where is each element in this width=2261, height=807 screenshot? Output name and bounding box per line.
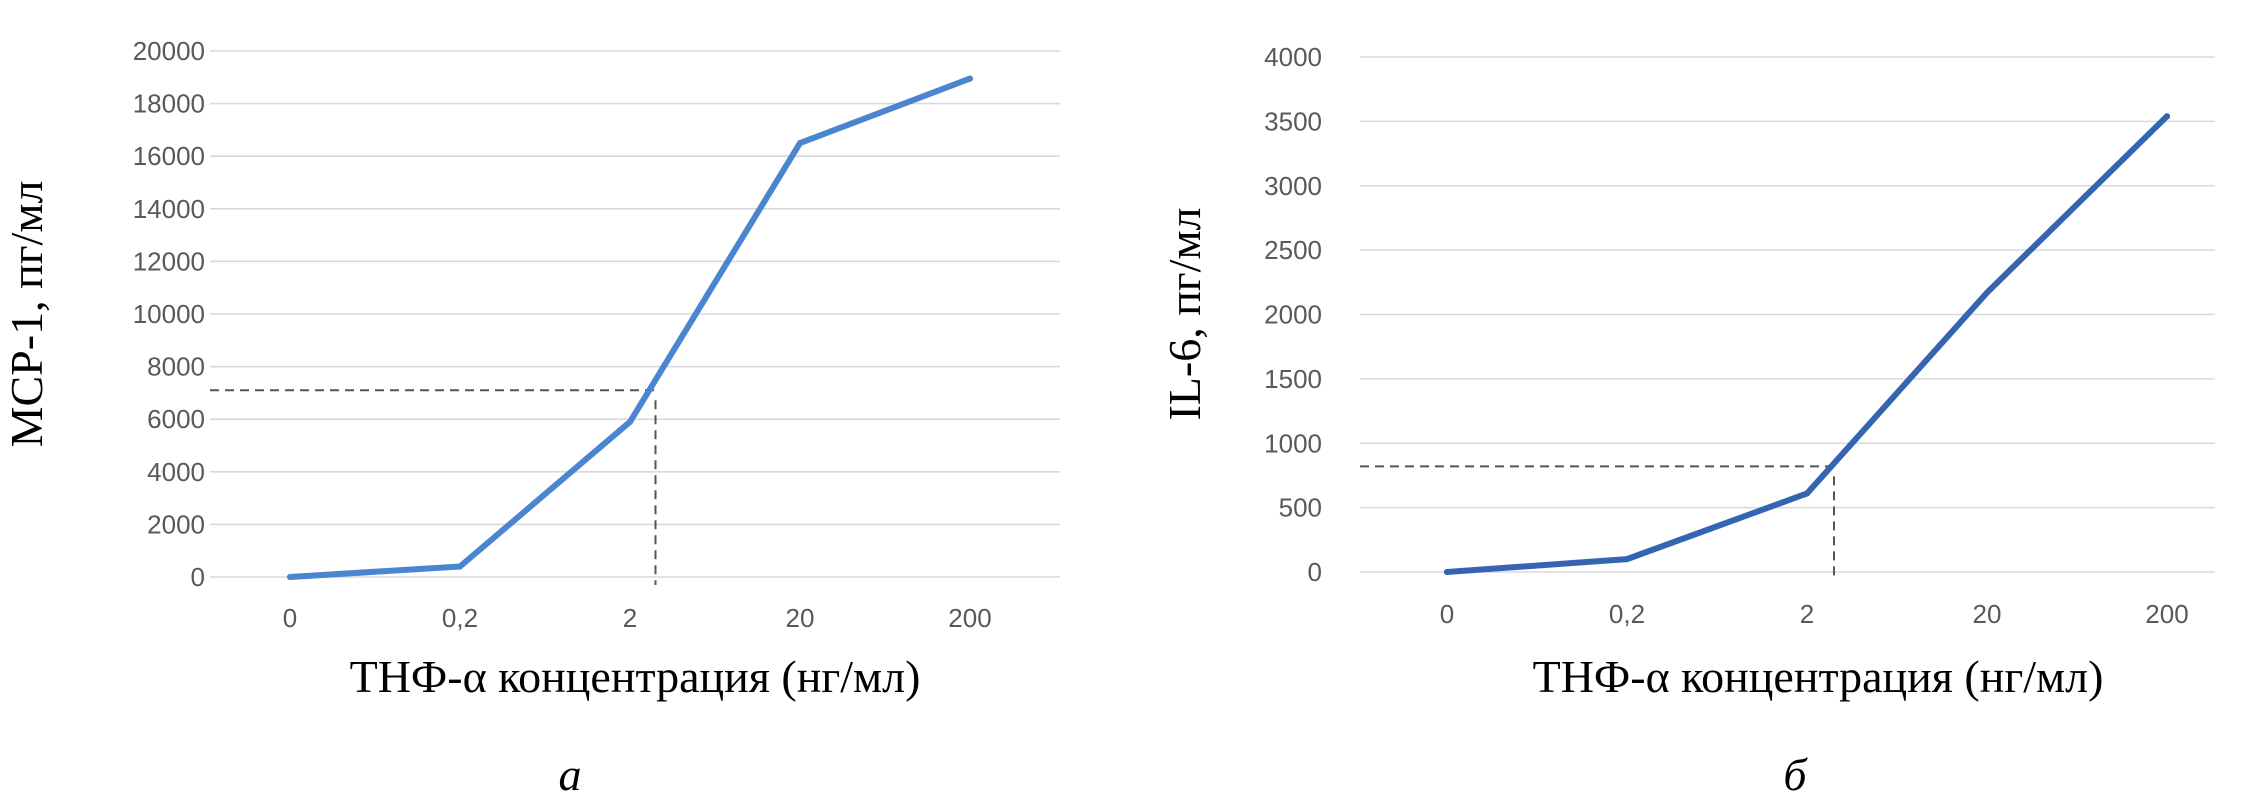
y-tick-label: 0 xyxy=(191,562,205,592)
x-tick-label: 20 xyxy=(786,603,815,633)
panel-label: б xyxy=(1783,749,1808,800)
y-tick-label: 500 xyxy=(1279,493,1322,523)
y-tick-label: 16000 xyxy=(133,141,205,171)
y-tick-label: 18000 xyxy=(133,89,205,119)
y-tick-label: 14000 xyxy=(133,194,205,224)
y-tick-label: 2000 xyxy=(147,509,205,539)
y-tick-label: 3500 xyxy=(1264,106,1322,136)
x-tick-label: 200 xyxy=(948,603,991,633)
series-line xyxy=(1444,113,2170,575)
data-point xyxy=(457,563,463,570)
y-tick-label: 2500 xyxy=(1264,235,1322,265)
chart-a: 0200040006000800010000120001400016000180… xyxy=(1,36,1060,800)
x-tick-label: 0,2 xyxy=(1609,599,1645,629)
panel-label: а xyxy=(559,749,582,800)
y-tick-label: 8000 xyxy=(147,352,205,382)
x-tick-label: 0 xyxy=(283,603,297,633)
series-line xyxy=(287,75,973,580)
x-tick-label: 20 xyxy=(1973,599,2002,629)
data-point xyxy=(1444,569,1450,575)
data-point xyxy=(1624,556,1630,563)
x-tick-label: 2 xyxy=(1800,599,1814,629)
y-axis-label: IL-6, пг/мл xyxy=(1159,207,1210,420)
data-point xyxy=(1984,289,1990,296)
chart-b: 0 500 1000 1500 2000 2500 3000 3500 4000 0 0,2 2 20 2… xyxy=(1159,42,2215,800)
y-tick-label: 0 xyxy=(1308,557,1322,587)
data-point xyxy=(797,140,803,147)
data-point xyxy=(1804,490,1810,497)
y-tick-label: 1000 xyxy=(1264,428,1322,458)
y-tick-label: 10000 xyxy=(133,299,205,329)
data-point xyxy=(627,418,633,425)
x-tick-label: 0 xyxy=(1440,599,1454,629)
y-tick-label: 6000 xyxy=(147,404,205,434)
y-tick-label: 3000 xyxy=(1264,171,1322,201)
y-tick-label: 4000 xyxy=(147,457,205,487)
x-tick-label: 0,2 xyxy=(442,603,478,633)
y-tick-label: 1500 xyxy=(1264,364,1322,394)
y-tick-label: 4000 xyxy=(1264,42,1322,72)
x-axis-label: ТНФ-α концентрация (нг/мл) xyxy=(350,651,921,702)
data-point xyxy=(967,75,973,82)
x-tick-label: 200 xyxy=(2145,599,2188,629)
y-tick-label: 2000 xyxy=(1264,300,1322,330)
data-point xyxy=(2164,113,2170,120)
y-tick-label: 20000 xyxy=(133,36,205,66)
data-point xyxy=(287,574,293,580)
x-tick-label: 2 xyxy=(623,603,637,633)
x-axis-label: ТНФ-α концентрация (нг/мл) xyxy=(1533,651,2104,702)
y-tick-label: 12000 xyxy=(133,246,205,276)
y-axis-label: MCP-1, пг/мл xyxy=(1,181,52,448)
